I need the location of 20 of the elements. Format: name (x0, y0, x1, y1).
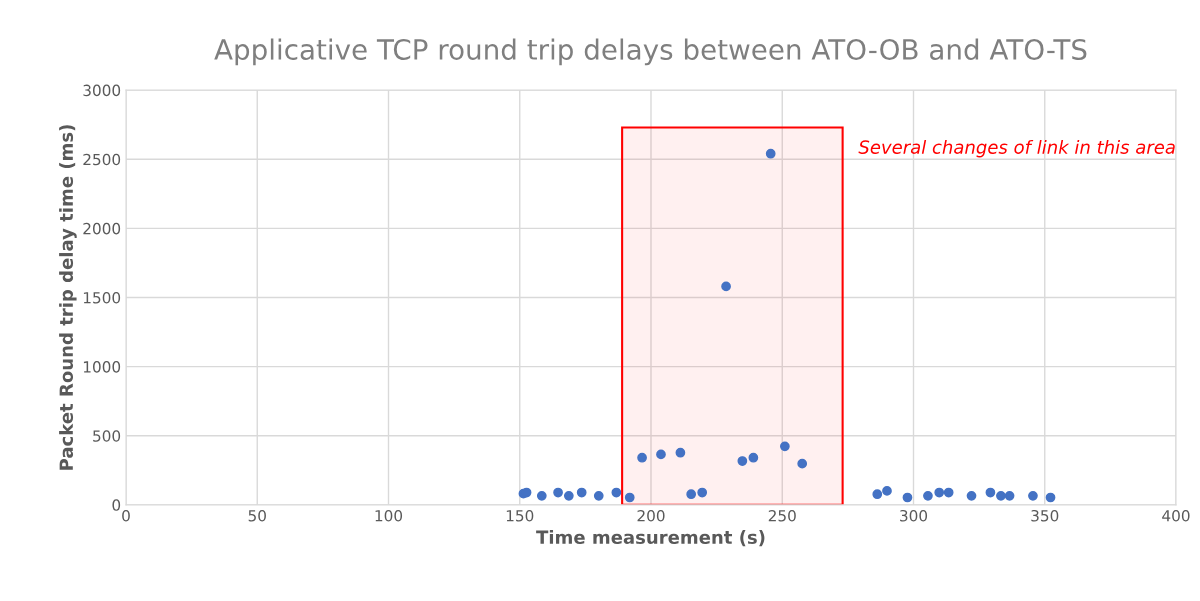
x-tick-label: 50 (248, 509, 266, 522)
x-tick-label: 0 (122, 509, 130, 522)
y-tick-label: 1000 (83, 361, 121, 373)
y-tick-label: 3000 (83, 84, 121, 97)
y-tick-label: 2000 (83, 222, 121, 235)
y-tick-label: 1500 (83, 291, 121, 304)
y-axis-title: Packet Round trip delay time (ms) (59, 125, 77, 470)
x-tick-label: 250 (768, 509, 796, 522)
x-tick-label: 200 (637, 509, 665, 522)
x-tick-label: 300 (900, 509, 928, 522)
band-label: Several changes of link in this area (858, 139, 1175, 158)
y-tick-label: 2500 (83, 153, 121, 166)
chart-title: Applicative TCP round trip delays between ATO-OB and ATO-TS (214, 38, 1087, 66)
x-tick-label: 350 (1031, 509, 1059, 522)
y-tick-label: 500 (93, 430, 121, 442)
x-axis-title: Time measurement (s) (536, 530, 765, 547)
y-tick-label: 0 (112, 499, 121, 511)
x-tick-label: 400 (1162, 509, 1190, 522)
x-tick-label: 150 (506, 509, 534, 522)
x-tick-label: 100 (375, 509, 403, 522)
